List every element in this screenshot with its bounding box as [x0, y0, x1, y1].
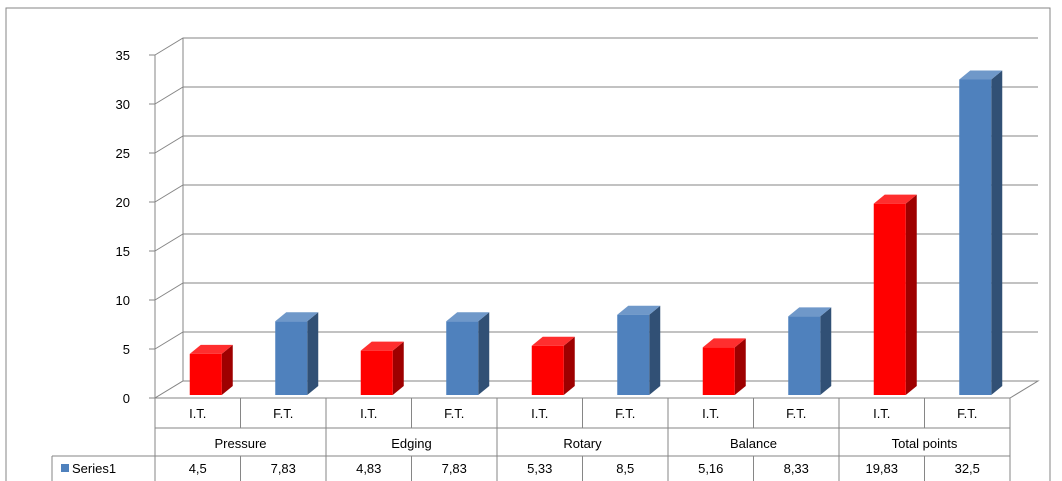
y-tick-label: 0	[123, 391, 130, 406]
bar	[617, 305, 661, 395]
gridline	[154, 86, 1038, 105]
y-tick-label: 25	[116, 146, 130, 161]
bar	[959, 70, 1003, 395]
data-label: 5,33	[527, 461, 552, 476]
y-tick-label: 15	[116, 244, 130, 259]
y-tick-label: 20	[116, 195, 130, 210]
bar	[788, 307, 832, 395]
y-tick-label: 35	[116, 48, 130, 63]
x-subcategory-label: F.T.	[786, 406, 806, 421]
chart-frame	[5, 7, 1051, 481]
bar	[702, 338, 746, 395]
bar	[446, 312, 490, 395]
data-label: 4,5	[189, 461, 207, 476]
x-subcategory-label: F.T.	[444, 406, 464, 421]
x-subcategory-label: I.T.	[531, 406, 548, 421]
bar	[275, 312, 319, 395]
data-label: 19,83	[865, 461, 898, 476]
x-subcategory-label: I.T.	[189, 406, 206, 421]
gridline	[154, 331, 1038, 350]
bar	[873, 194, 917, 395]
data-label: 7,83	[442, 461, 467, 476]
x-subcategory-label: I.T.	[360, 406, 377, 421]
y-tick-label: 10	[116, 293, 130, 308]
x-subcategory-label: I.T.	[702, 406, 719, 421]
x-group-label: Edging	[391, 436, 431, 451]
data-label: 32,5	[955, 461, 980, 476]
data-label: 7,83	[271, 461, 296, 476]
x-subcategory-label: F.T.	[615, 406, 635, 421]
bar	[531, 336, 575, 395]
x-group-label: Pressure	[214, 436, 266, 451]
data-label: 8,5	[616, 461, 634, 476]
x-group-label: Balance	[730, 436, 777, 451]
data-label: 5,16	[698, 461, 723, 476]
data-label: 8,33	[784, 461, 809, 476]
x-subcategory-label: F.T.	[957, 406, 977, 421]
legend-series-label: Series1	[72, 461, 116, 476]
legend-key	[61, 464, 69, 472]
gridline	[154, 37, 1038, 56]
bar	[189, 344, 233, 395]
data-label: 4,83	[356, 461, 381, 476]
y-tick-label: 5	[123, 342, 130, 357]
gridline	[154, 135, 1038, 154]
gridline	[154, 184, 1038, 203]
gridline	[154, 233, 1038, 252]
x-subcategory-label: F.T.	[273, 406, 293, 421]
x-group-label: Rotary	[563, 436, 602, 451]
x-subcategory-label: I.T.	[873, 406, 890, 421]
gridline	[154, 282, 1038, 301]
bar	[360, 341, 404, 395]
y-tick-label: 30	[116, 97, 130, 112]
x-group-label: Total points	[892, 436, 958, 451]
